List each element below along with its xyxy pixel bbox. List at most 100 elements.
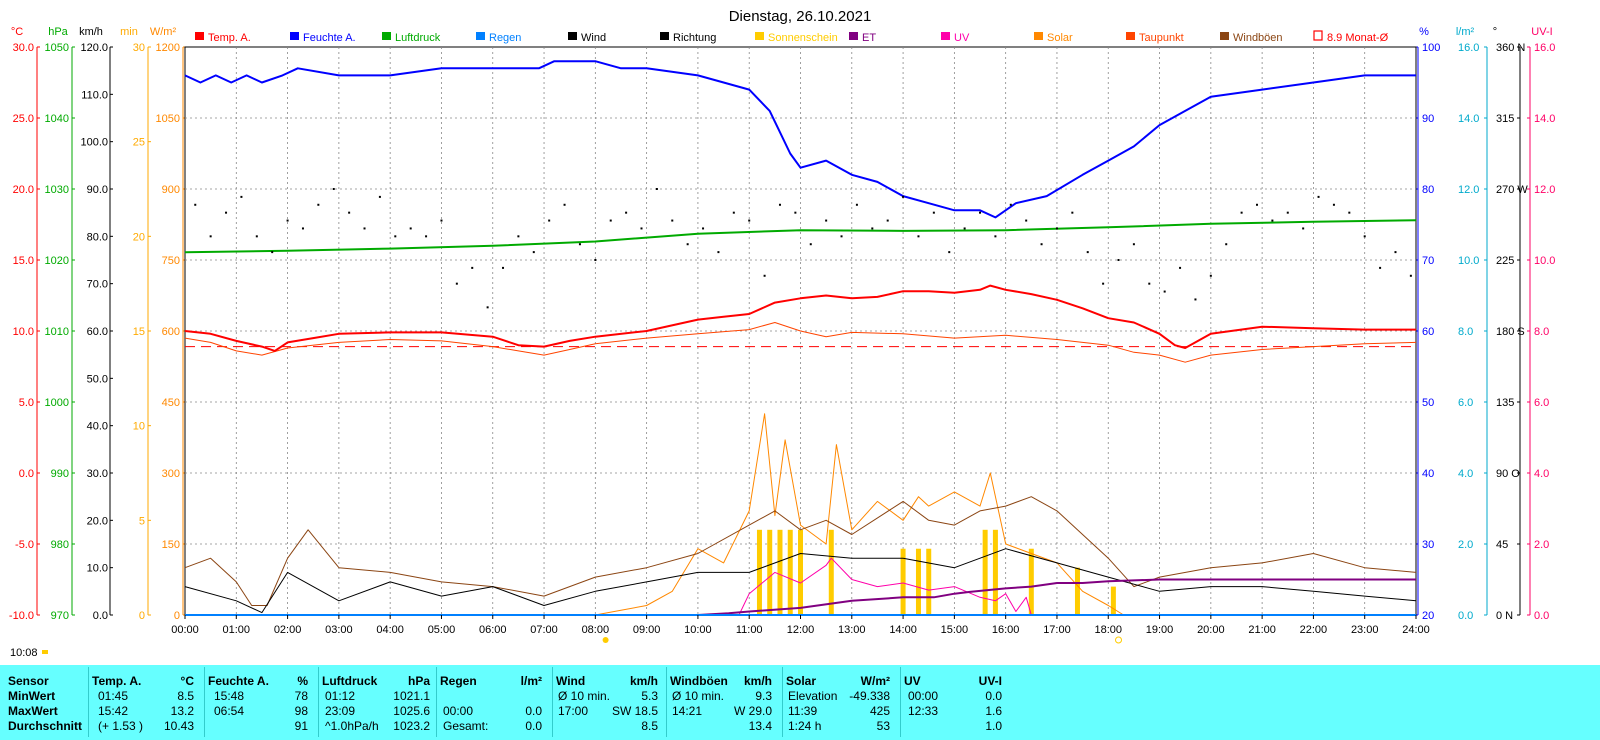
legend-item-12[interactable]: 8.9 Monat-Ø (1313, 30, 1389, 44)
legend-item-8[interactable]: UV (941, 32, 970, 44)
direction-point (809, 243, 812, 246)
direction-point (871, 227, 874, 230)
summary-row-min: MinWert (8, 689, 56, 703)
x-tick-label: 24:00 (1402, 624, 1430, 636)
current-time-marker (42, 650, 48, 654)
direction-point (194, 203, 197, 206)
direction-tick-label: 360 N (1496, 42, 1525, 54)
uvi-tick-label: 6.0 (1534, 397, 1549, 409)
legend-item-6[interactable]: Sonnenschein (755, 32, 838, 44)
solar-tick-label: 750 (162, 255, 180, 267)
humidity-tick-label: 100 (1422, 42, 1440, 54)
legend-label: ET (862, 32, 876, 44)
direction-point (640, 227, 643, 230)
uvi-tick-label: 10.0 (1534, 255, 1555, 267)
x-tick-label: 10:00 (684, 624, 712, 636)
summary-solar-time: 1:24 h (788, 719, 822, 733)
direction-point (609, 219, 612, 222)
solar-tick-label: 450 (162, 397, 180, 409)
direction-point (332, 188, 335, 190)
wind-tick-label: 60.0 (87, 326, 108, 338)
summary-uv-unit: UV-I (978, 674, 1002, 688)
summary-pressure-value: 1023.2 (393, 719, 430, 733)
sunshine-bar (900, 548, 906, 615)
summary-gusts-time: 14:21 (672, 704, 703, 718)
legend-item-3[interactable]: Regen (476, 32, 521, 44)
sunset-marker (1115, 636, 1123, 644)
pressure-tick-label: 980 (51, 539, 69, 551)
legend-item-1[interactable]: Feuchte A. (290, 32, 356, 44)
sunshine-bar (777, 529, 783, 615)
legend-item-4[interactable]: Wind (568, 32, 606, 44)
legend-swatch (849, 32, 858, 40)
temp-tick-label: 30.0 (13, 42, 34, 54)
legend-item-11[interactable]: Windböen (1220, 32, 1283, 44)
solar-tick-label: 300 (162, 468, 180, 480)
direction-point (209, 235, 212, 238)
summary-humidity-value: 78 (294, 689, 308, 703)
humidity-tick-label: 30 (1422, 539, 1434, 551)
rain-tick-label: 12.0 (1458, 184, 1479, 196)
humidity-tick-label: 70 (1422, 255, 1434, 267)
direction-point (1209, 274, 1212, 277)
legend-item-9[interactable]: Solar (1034, 32, 1073, 44)
sun_min-tick-label: 5 (139, 515, 145, 527)
direction-tick-label: 270 W (1496, 184, 1528, 196)
legend-item-2[interactable]: Luftdruck (382, 32, 441, 44)
legend-item-0[interactable]: Temp. A. (195, 32, 251, 44)
legend-swatch (382, 32, 391, 40)
temp-tick-label: 5.0 (19, 397, 34, 409)
direction-point (240, 195, 243, 198)
summary-wind-time: Ø 10 min. (558, 689, 611, 703)
direction-point (317, 203, 320, 206)
pressure-tick-label: 1040 (45, 113, 69, 125)
direction-point (1286, 211, 1289, 214)
legend-item-7[interactable]: ET (849, 32, 876, 44)
x-tick-label: 03:00 (325, 624, 353, 636)
summary-divider (552, 667, 553, 737)
temp-tick-label: 20.0 (13, 184, 34, 196)
summary-sensor-label: Sensor (8, 674, 49, 688)
summary-rain-time: Gesamt: (443, 719, 489, 733)
solar-tick-label: 1050 (156, 113, 180, 125)
summary-temp-time: 01:45 (98, 689, 129, 703)
direction-point (1148, 282, 1151, 285)
x-tick-label: 13:00 (838, 624, 866, 636)
legend-label: Temp. A. (208, 32, 251, 44)
legend-swatch (755, 32, 764, 40)
summary-rain-value: 0.0 (525, 704, 542, 718)
direction-tick-label: 180 S (1496, 326, 1525, 338)
wind-tick-label: 110.0 (81, 89, 108, 101)
x-tick-label: 02:00 (274, 624, 302, 636)
direction-point (717, 251, 720, 254)
summary-humidity-time: 15:48 (214, 689, 245, 703)
pressure-tick-label: 1050 (45, 42, 69, 54)
series-line-temp-a (184, 284, 1416, 352)
wind-tick-label: 0.0 (93, 610, 108, 622)
summary-pressure-value: 1025.6 (393, 704, 430, 718)
legend-item-10[interactable]: Taupunkt (1126, 32, 1184, 44)
direction-tick-label: 135 (1496, 397, 1514, 409)
direction-point (655, 188, 658, 190)
wind-tick-label: 100.0 (80, 137, 108, 149)
uvi-axis-unit: UV-I (1531, 26, 1552, 38)
sun_min-tick-label: 30 (133, 42, 145, 54)
series-line-uv (185, 557, 1416, 616)
direction-point (948, 251, 951, 254)
summary-wind-time: 17:00 (558, 704, 589, 718)
summary-humidity-unit: % (297, 674, 308, 688)
sunshine-bar (798, 529, 803, 615)
summary-divider (782, 667, 783, 737)
direction-point (763, 274, 766, 277)
temp-tick-label: 25.0 (13, 113, 34, 125)
direction-point (1240, 211, 1243, 214)
direction-point (363, 227, 366, 230)
sun_min-tick-label: 0 (139, 610, 145, 622)
legend-label: Solar (1047, 32, 1073, 44)
summary-gusts-value: 13.4 (748, 719, 772, 733)
legend-item-5[interactable]: Richtung (660, 32, 716, 44)
direction-point (794, 211, 797, 214)
legend-swatch (568, 32, 577, 40)
direction-point (301, 227, 304, 230)
direction-point (471, 266, 474, 269)
